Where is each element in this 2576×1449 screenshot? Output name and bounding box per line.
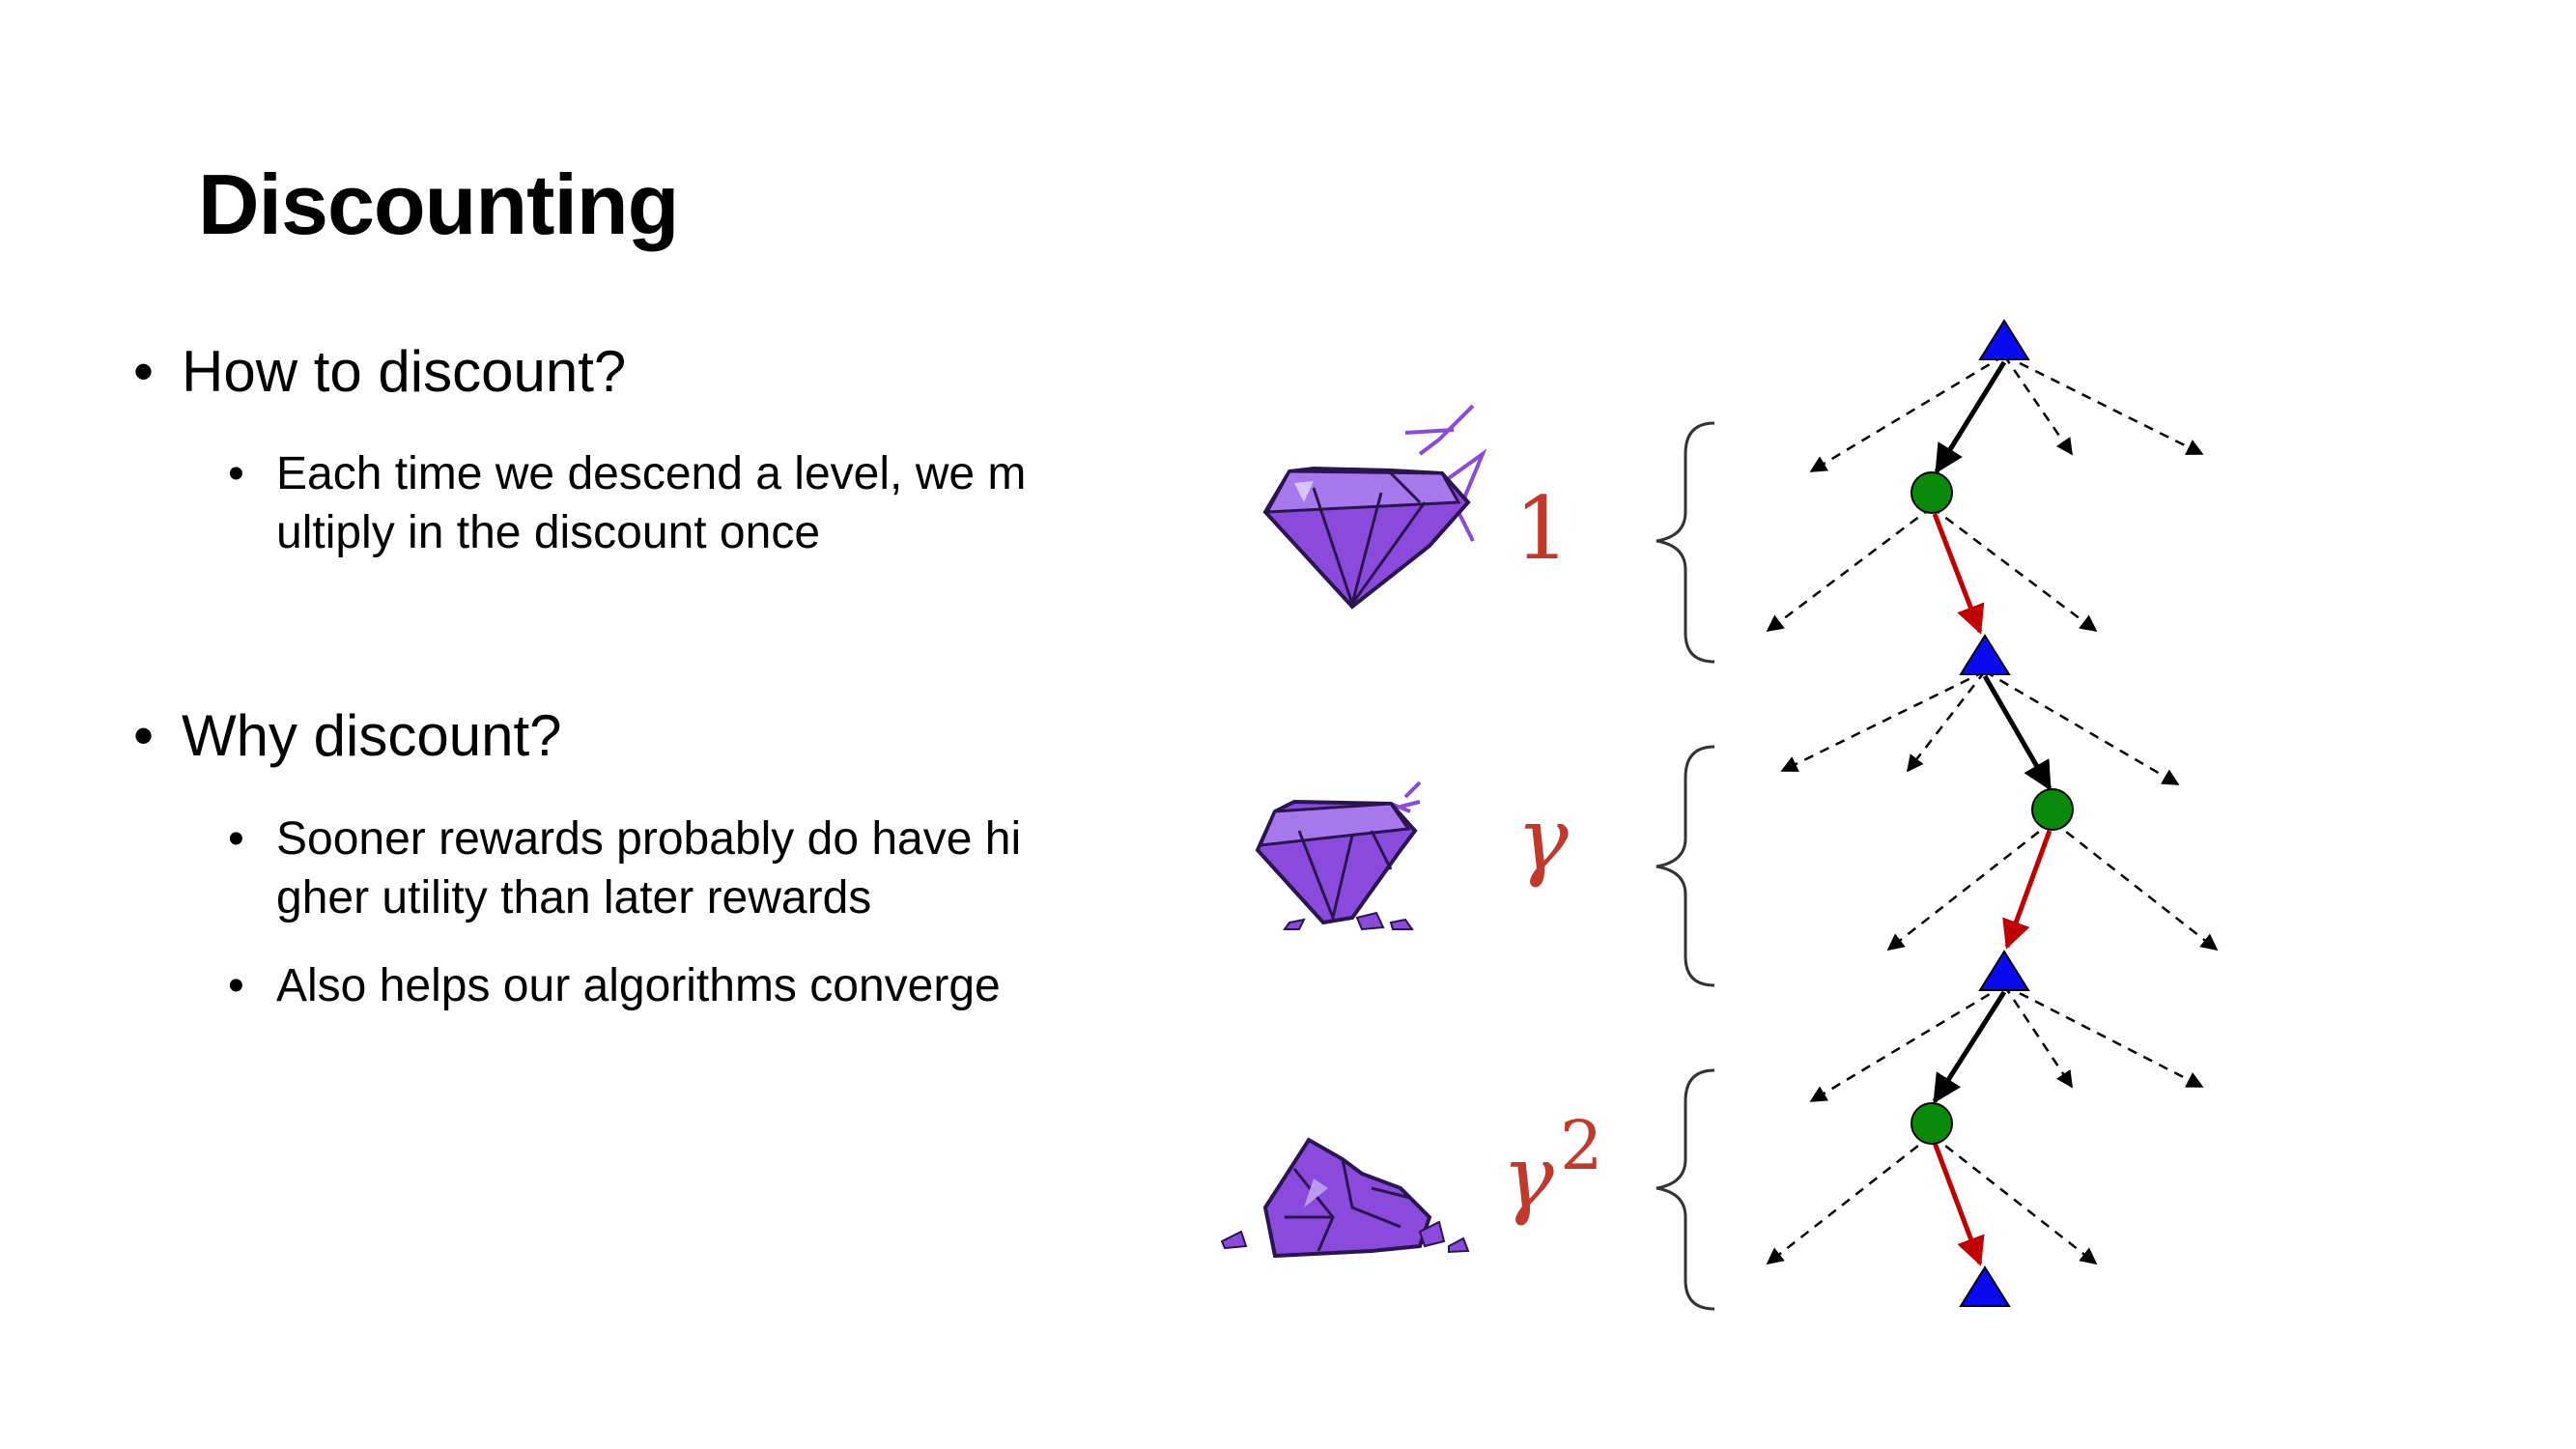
factor-gamma: γ [1516, 789, 1569, 891]
slide-title: Discounting [198, 156, 679, 252]
max-nodes [1959, 319, 2030, 1307]
brace-level-2 [1656, 745, 1715, 987]
brace-level-3 [1656, 1068, 1715, 1311]
dashed-edges [1766, 354, 2219, 1265]
bullet-marker: • [228, 813, 244, 865]
factor-one: 1 [1514, 478, 1570, 580]
bullet-marker: • [133, 703, 155, 768]
chance-node [1911, 1102, 1953, 1145]
sampled-edges [1932, 513, 2052, 1266]
max-node [1959, 634, 2011, 675]
max-node [1978, 950, 2030, 991]
bullet-text: How to discount? [182, 339, 627, 404]
factor-exponent: 2 [1560, 1106, 1603, 1185]
sub-bullet-line: ultiply in the discount once [276, 507, 821, 558]
max-node [1959, 1265, 2011, 1307]
sub-bullet-line: Also helps our algorithms converge [276, 960, 1001, 1011]
sub-bullet-line: gher utility than later rewards [276, 872, 872, 923]
chosen-edges [1932, 360, 2052, 1104]
bullet-marker: • [228, 448, 244, 499]
bullet-marker: • [228, 960, 244, 1011]
brace-level-1 [1656, 421, 1715, 664]
sub-bullet-line: Each time we descend a level, we m [276, 448, 1027, 499]
chipped-gem-icon [1255, 781, 1422, 931]
bullet-marker: • [133, 339, 155, 404]
sub-bullet-line: Sooner rewards probably do have hi [276, 813, 1022, 865]
chance-nodes [1911, 471, 2074, 1145]
bullet-text: Why discount? [182, 703, 562, 768]
chance-node [1911, 471, 1953, 514]
intact-gem-icon [1262, 404, 1487, 610]
chance-node [2031, 788, 2074, 831]
max-node [1978, 319, 2030, 360]
factor-gamma-squared: γ [1502, 1127, 1554, 1229]
shattered-gem-icon [1220, 1137, 1470, 1259]
